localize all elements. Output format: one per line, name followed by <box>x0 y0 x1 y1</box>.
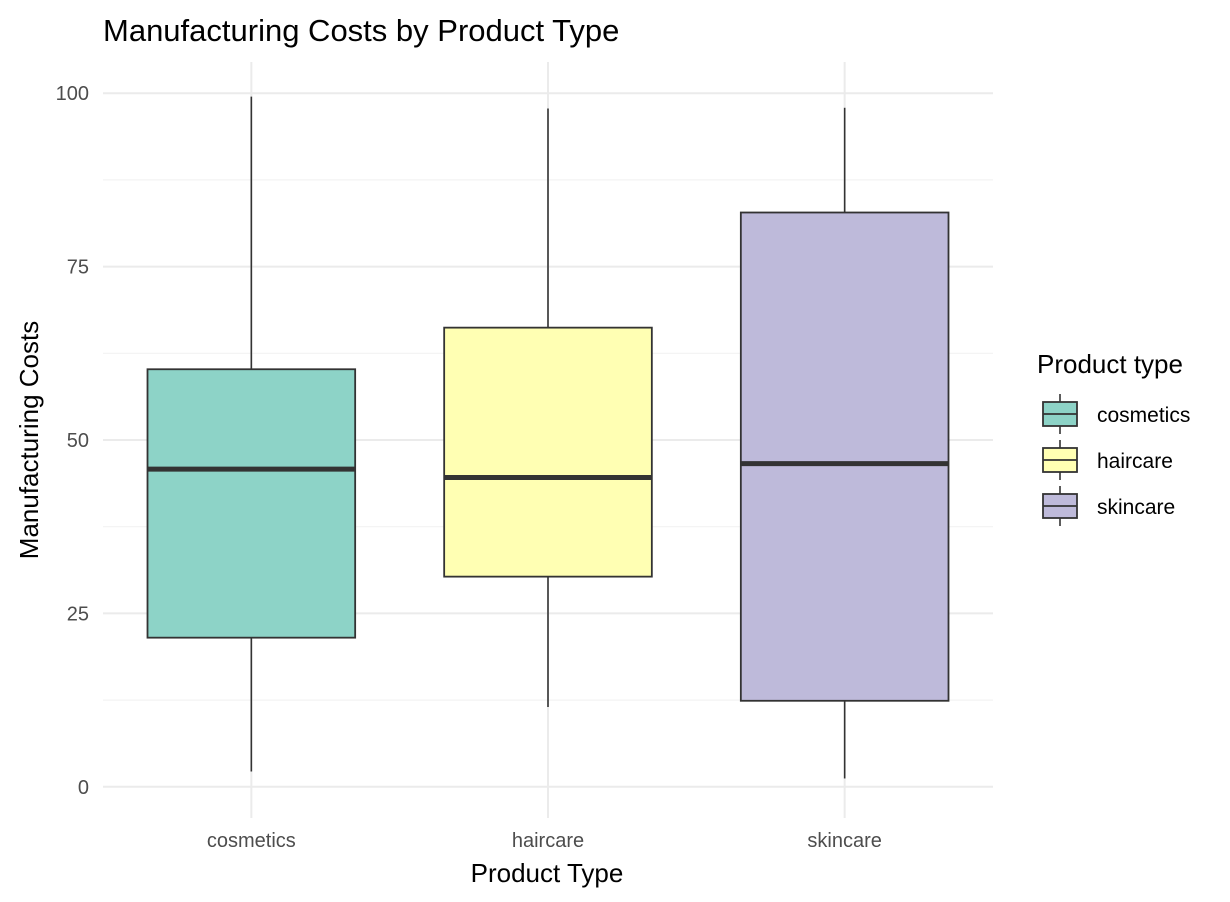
iqr-box <box>739 211 950 702</box>
iqr-box <box>146 368 357 639</box>
legend-item-skincare: skincare <box>1042 486 1175 526</box>
y-tick-label: 50 <box>67 430 89 452</box>
chart-title: Manufacturing Costs by Product Type <box>103 13 619 48</box>
legend-item-cosmetics: cosmetics <box>1042 394 1190 434</box>
y-tick-label: 0 <box>78 777 89 799</box>
legend-label: haircare <box>1097 450 1173 473</box>
legend-item-haircare: haircare <box>1042 440 1173 480</box>
iqr-box <box>443 326 653 578</box>
legend-title: Product type <box>1037 349 1183 379</box>
y-axis-title: Manufacturing Costs <box>14 321 44 559</box>
axes: 0 25 50 75 100 cosmetics haircare skincare <box>56 83 882 852</box>
box-cosmetics <box>146 96 357 772</box>
y-tick-label: 100 <box>56 83 89 105</box>
x-tick-label: cosmetics <box>207 830 296 852</box>
x-axis-title: Product Type <box>471 858 624 888</box>
legend: Product type cosmetics haircare skincare <box>1037 349 1190 526</box>
legend-label: cosmetics <box>1097 404 1190 427</box>
x-tick-label: haircare <box>512 830 584 852</box>
y-tick-label: 75 <box>67 257 89 279</box>
box-skincare <box>739 107 950 779</box>
y-tick-label: 25 <box>67 603 89 625</box>
plot-area <box>146 96 950 779</box>
box-haircare <box>443 108 653 708</box>
x-tick-label: skincare <box>807 830 881 852</box>
legend-label: skincare <box>1097 496 1175 519</box>
